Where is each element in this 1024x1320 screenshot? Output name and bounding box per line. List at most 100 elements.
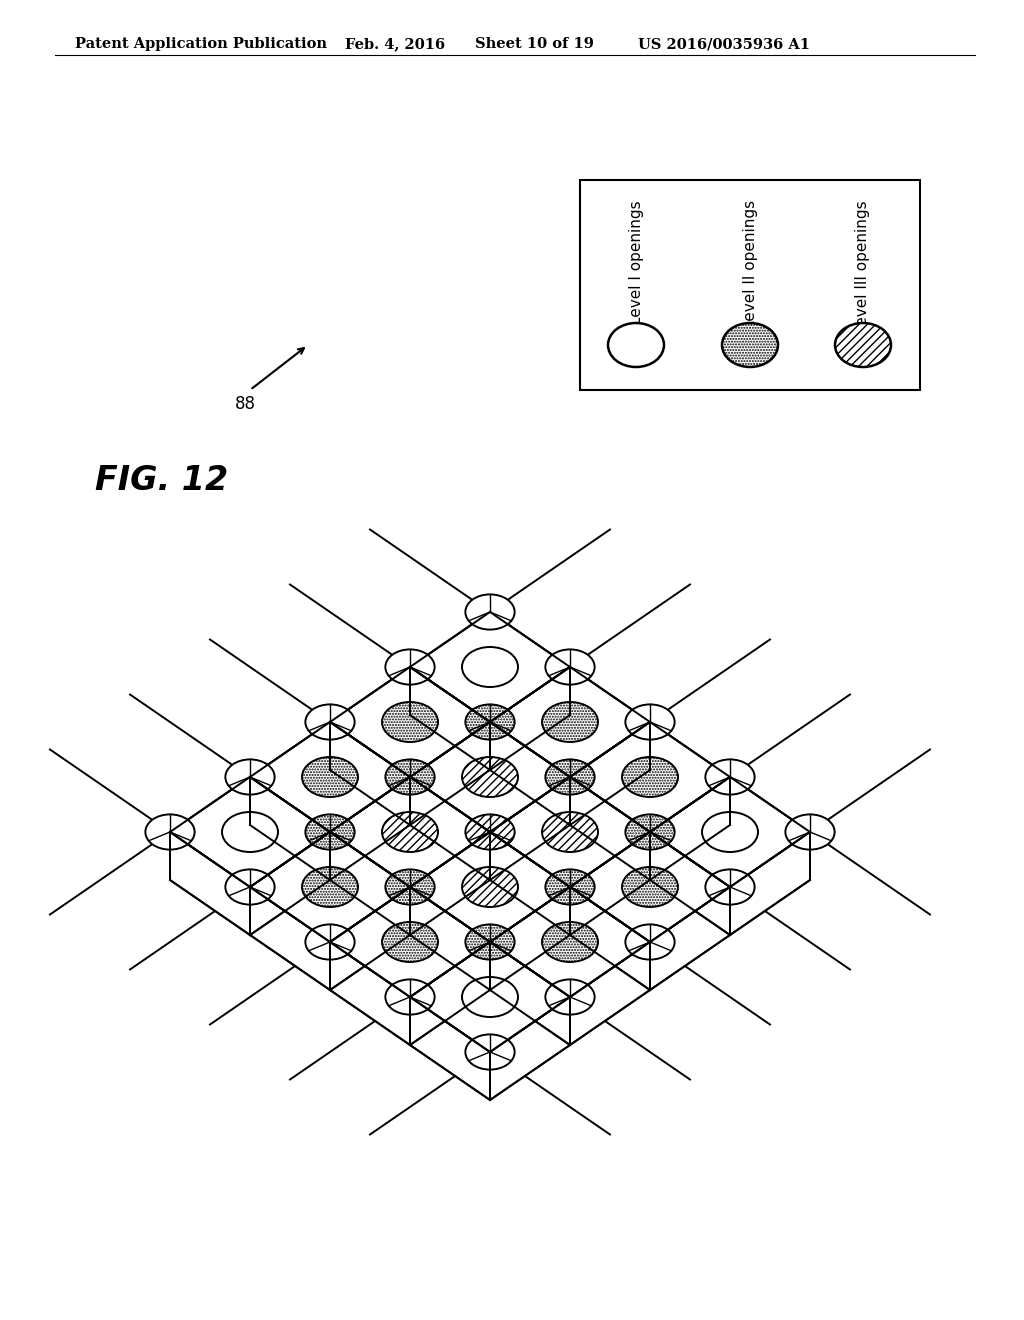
Polygon shape bbox=[490, 777, 570, 880]
Polygon shape bbox=[650, 832, 730, 935]
Ellipse shape bbox=[706, 870, 755, 904]
Polygon shape bbox=[490, 832, 570, 935]
Polygon shape bbox=[170, 832, 250, 935]
Polygon shape bbox=[330, 667, 490, 777]
Polygon shape bbox=[490, 667, 650, 777]
Ellipse shape bbox=[626, 814, 675, 850]
Ellipse shape bbox=[465, 814, 515, 850]
Ellipse shape bbox=[302, 867, 358, 907]
Polygon shape bbox=[490, 722, 570, 825]
Polygon shape bbox=[410, 667, 490, 770]
Polygon shape bbox=[410, 832, 490, 935]
Ellipse shape bbox=[546, 870, 595, 904]
Polygon shape bbox=[410, 997, 490, 1100]
Polygon shape bbox=[250, 887, 330, 990]
Polygon shape bbox=[490, 997, 570, 1100]
Ellipse shape bbox=[385, 759, 434, 795]
Polygon shape bbox=[250, 777, 330, 880]
Polygon shape bbox=[490, 667, 570, 770]
Ellipse shape bbox=[542, 702, 598, 742]
Ellipse shape bbox=[385, 979, 434, 1015]
Ellipse shape bbox=[465, 1035, 515, 1069]
Text: Patent Application Publication: Patent Application Publication bbox=[75, 37, 327, 51]
Ellipse shape bbox=[465, 924, 515, 960]
Polygon shape bbox=[490, 887, 570, 990]
Ellipse shape bbox=[382, 812, 438, 851]
Ellipse shape bbox=[382, 702, 438, 742]
Ellipse shape bbox=[462, 977, 518, 1016]
Polygon shape bbox=[410, 722, 490, 825]
Polygon shape bbox=[730, 832, 810, 935]
Ellipse shape bbox=[302, 756, 358, 797]
Ellipse shape bbox=[305, 924, 354, 960]
Polygon shape bbox=[250, 722, 410, 832]
Polygon shape bbox=[250, 832, 330, 935]
Polygon shape bbox=[490, 887, 650, 997]
Text: Level II openings: Level II openings bbox=[742, 201, 758, 329]
Polygon shape bbox=[330, 887, 410, 990]
Text: Sheet 10 of 19: Sheet 10 of 19 bbox=[475, 37, 594, 51]
Text: US 2016/0035936 A1: US 2016/0035936 A1 bbox=[638, 37, 810, 51]
Polygon shape bbox=[410, 887, 490, 990]
Ellipse shape bbox=[622, 867, 678, 907]
Polygon shape bbox=[650, 777, 810, 887]
Text: 88: 88 bbox=[234, 395, 256, 413]
Ellipse shape bbox=[305, 705, 354, 739]
Polygon shape bbox=[250, 832, 410, 942]
Polygon shape bbox=[570, 777, 650, 880]
Polygon shape bbox=[490, 942, 570, 1045]
Ellipse shape bbox=[225, 759, 274, 795]
Polygon shape bbox=[330, 832, 410, 935]
Polygon shape bbox=[570, 722, 730, 832]
Text: FIG. 12: FIG. 12 bbox=[95, 463, 228, 496]
Polygon shape bbox=[490, 777, 650, 887]
Ellipse shape bbox=[722, 323, 778, 367]
Ellipse shape bbox=[465, 594, 515, 630]
Text: Level III openings: Level III openings bbox=[855, 201, 870, 334]
Polygon shape bbox=[410, 942, 570, 1052]
Polygon shape bbox=[330, 942, 410, 1045]
Ellipse shape bbox=[706, 759, 755, 795]
Polygon shape bbox=[570, 887, 650, 990]
Ellipse shape bbox=[546, 649, 595, 685]
Polygon shape bbox=[410, 777, 490, 880]
Polygon shape bbox=[410, 942, 490, 1045]
Ellipse shape bbox=[385, 649, 434, 685]
Text: Level I openings: Level I openings bbox=[629, 201, 643, 325]
Ellipse shape bbox=[462, 756, 518, 797]
Ellipse shape bbox=[702, 812, 758, 851]
Bar bbox=[580, 180, 920, 389]
Polygon shape bbox=[650, 777, 730, 880]
Polygon shape bbox=[570, 832, 650, 935]
Ellipse shape bbox=[626, 705, 675, 739]
Polygon shape bbox=[330, 887, 490, 997]
Polygon shape bbox=[410, 722, 570, 832]
Ellipse shape bbox=[608, 323, 664, 367]
Ellipse shape bbox=[305, 814, 354, 850]
Polygon shape bbox=[330, 777, 490, 887]
Polygon shape bbox=[330, 722, 410, 825]
Ellipse shape bbox=[546, 979, 595, 1015]
Ellipse shape bbox=[626, 924, 675, 960]
Ellipse shape bbox=[835, 323, 891, 367]
Polygon shape bbox=[570, 722, 650, 825]
Ellipse shape bbox=[546, 759, 595, 795]
Ellipse shape bbox=[462, 867, 518, 907]
Text: Feb. 4, 2016: Feb. 4, 2016 bbox=[345, 37, 445, 51]
Ellipse shape bbox=[462, 647, 518, 686]
Ellipse shape bbox=[145, 814, 195, 850]
Polygon shape bbox=[330, 777, 410, 880]
Polygon shape bbox=[650, 887, 730, 990]
Ellipse shape bbox=[225, 870, 274, 904]
Ellipse shape bbox=[465, 705, 515, 739]
Polygon shape bbox=[170, 777, 330, 887]
Ellipse shape bbox=[382, 921, 438, 962]
Ellipse shape bbox=[542, 921, 598, 962]
Ellipse shape bbox=[622, 756, 678, 797]
Polygon shape bbox=[410, 832, 570, 942]
Ellipse shape bbox=[542, 812, 598, 851]
Ellipse shape bbox=[385, 870, 434, 904]
Polygon shape bbox=[570, 942, 650, 1045]
Polygon shape bbox=[410, 612, 570, 722]
Ellipse shape bbox=[222, 812, 278, 851]
